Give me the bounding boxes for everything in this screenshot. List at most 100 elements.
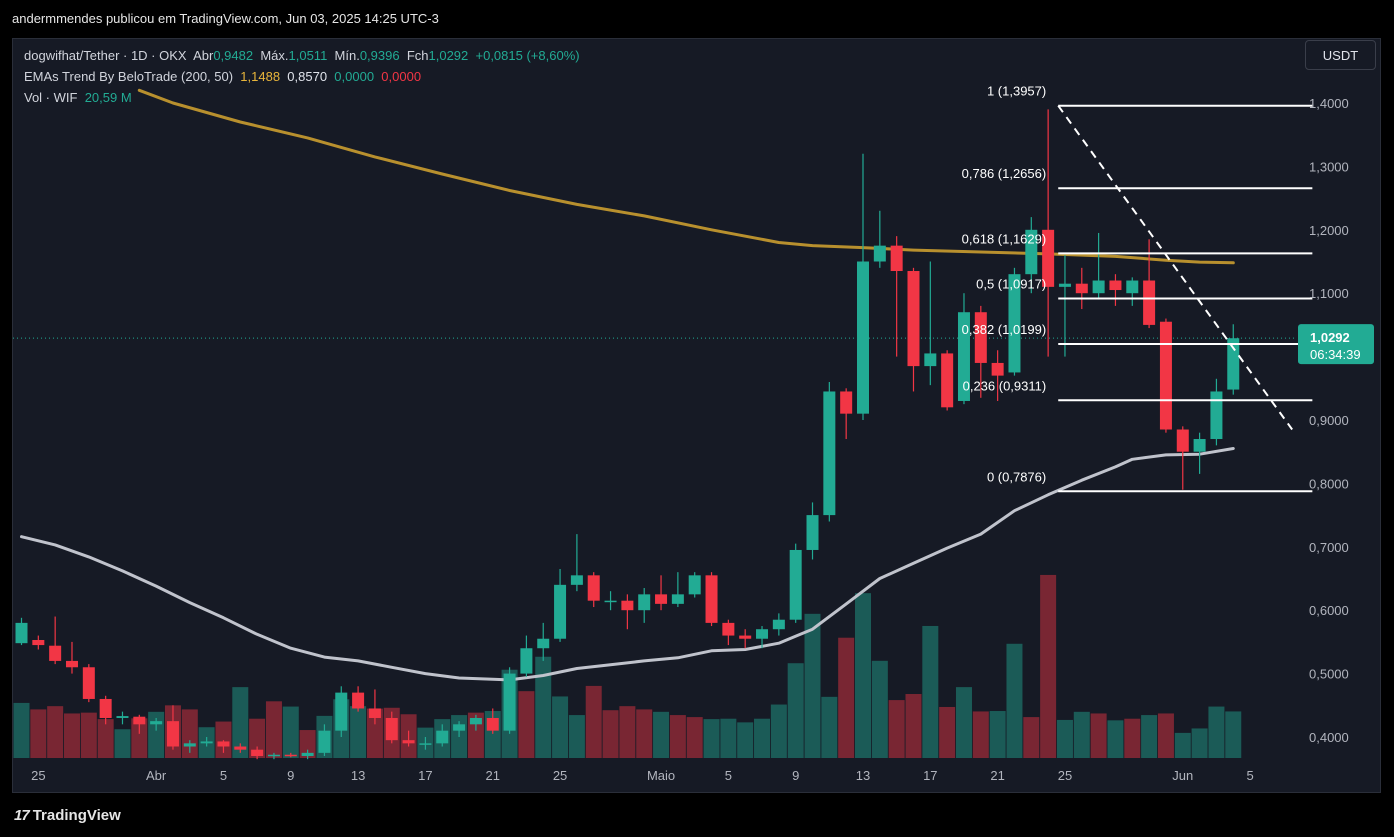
- candle-body: [1193, 439, 1206, 452]
- candle-body: [469, 717, 482, 725]
- volume-bar: [114, 729, 131, 758]
- candle-body: [756, 629, 769, 639]
- y-axis-tick: 1,4000: [1309, 96, 1349, 111]
- volume-bar: [972, 711, 989, 758]
- legend-close-label: Fch: [406, 48, 429, 63]
- candle-body: [1126, 280, 1139, 294]
- candle-body: [1210, 391, 1223, 440]
- candle-body: [604, 600, 617, 603]
- volume-bar: [299, 730, 316, 758]
- candle-body: [739, 635, 752, 639]
- candle-body: [1008, 274, 1021, 373]
- volume-bar: [669, 715, 686, 758]
- price-tag-countdown: 06:34:39: [1310, 347, 1361, 362]
- x-axis-tick: Jun: [1172, 768, 1193, 783]
- volume-bar: [350, 706, 367, 758]
- volume-bar: [787, 663, 804, 758]
- legend-ema-row: EMAs Trend By BeloTrade (200, 50) 1,1488…: [24, 66, 580, 87]
- volume-bar: [770, 704, 787, 758]
- fib-level-label: 0 (0,7876): [987, 469, 1046, 484]
- x-axis-tick: 25: [553, 768, 567, 783]
- candle-body: [890, 245, 903, 272]
- candle-body: [823, 391, 836, 516]
- volume-bar: [1174, 732, 1191, 758]
- candle-body: [133, 716, 146, 725]
- candle-body: [267, 754, 280, 757]
- volume-bar: [1023, 717, 1040, 758]
- volume-bar: [922, 625, 939, 758]
- x-axis-tick: Abr: [146, 768, 167, 783]
- volume-bar: [855, 593, 871, 758]
- volume-bar: [737, 722, 754, 758]
- x-axis-tick: 25: [31, 768, 45, 783]
- volume-bar: [535, 656, 552, 758]
- candle-body: [486, 717, 499, 731]
- candle-body: [789, 549, 802, 620]
- candle-body: [284, 754, 297, 757]
- tradingview-logo[interactable]: 17 TradingView: [14, 807, 121, 824]
- volume-bar: [703, 719, 720, 758]
- volume-bar: [282, 706, 299, 758]
- volume-bar: [636, 709, 653, 758]
- x-axis-tick: 21: [486, 768, 500, 783]
- candle-body: [974, 312, 987, 363]
- snapshot-header: andermmendes publicou em TradingView.com…: [0, 0, 1394, 38]
- legend-ema-label: EMAs Trend By BeloTrade (200, 50): [24, 69, 234, 84]
- y-axis-tick: 0,5000: [1309, 667, 1349, 682]
- y-axis-tick: 0,4000: [1309, 730, 1349, 745]
- ema-200-line: [137, 88, 1235, 265]
- fib-level-label: 0,5 (1,0917): [976, 276, 1046, 291]
- legend-open-value: 0,9482: [213, 48, 254, 63]
- y-axis-tick: 1,1000: [1309, 286, 1349, 301]
- candle-body: [1143, 280, 1156, 325]
- fib-level-label: 0,786 (1,2656): [962, 166, 1047, 181]
- volume-bar: [1208, 706, 1225, 758]
- chart-pane[interactable]: [12, 38, 1381, 793]
- volume-bar: [1073, 711, 1090, 758]
- fib-level-label: 1 (1,3957): [987, 84, 1046, 99]
- x-axis-tick: 5: [725, 768, 732, 783]
- volume-bar: [585, 685, 602, 758]
- candle-body: [436, 730, 449, 744]
- volume-bar: [265, 701, 282, 758]
- candle-body: [116, 716, 129, 718]
- candle-body: [520, 648, 533, 674]
- candle-body: [873, 245, 886, 262]
- x-axis-tick: 5: [1246, 768, 1253, 783]
- candle-body: [1159, 321, 1172, 430]
- legend-volume-row: Vol · WIF 20,59 M: [24, 87, 580, 108]
- volume-bar: [804, 613, 821, 758]
- y-axis-tick: 0,6000: [1309, 603, 1349, 618]
- legend-low-label: Mín.: [334, 48, 360, 63]
- candle-body: [1227, 338, 1240, 390]
- candle-body: [99, 698, 112, 718]
- volume-bar: [80, 712, 97, 758]
- candle-body: [621, 600, 634, 611]
- candle-body: [638, 594, 651, 611]
- volume-bar: [989, 711, 1006, 758]
- candle-body: [587, 575, 600, 601]
- legend-ema-down: 0,0000: [381, 69, 422, 84]
- volume-bar: [232, 687, 249, 758]
- candle-body: [200, 741, 213, 744]
- candle-body: [150, 721, 163, 725]
- candle-body: [1109, 280, 1122, 291]
- candle-body: [554, 584, 567, 639]
- snapshot-caption: andermmendes publicou em TradingView.com…: [12, 11, 439, 26]
- legend-change: +0,0815 (+8,60%): [475, 48, 580, 63]
- candle-body: [840, 391, 853, 414]
- volume-bar: [821, 696, 838, 758]
- candle-body: [419, 743, 432, 745]
- legend-ema-up: 0,0000: [334, 69, 375, 84]
- volume-bar: [215, 721, 232, 758]
- currency-unit-button[interactable]: USDT: [1305, 40, 1376, 70]
- candle-body: [183, 743, 196, 747]
- volume-bar: [720, 718, 737, 758]
- volume-bar: [871, 660, 888, 758]
- candle-body: [49, 645, 62, 661]
- x-axis-tick: 5: [220, 768, 227, 783]
- legend-volume-label: Vol · WIF: [24, 90, 78, 105]
- candle-body: [1075, 283, 1088, 294]
- volume-bar: [30, 709, 47, 758]
